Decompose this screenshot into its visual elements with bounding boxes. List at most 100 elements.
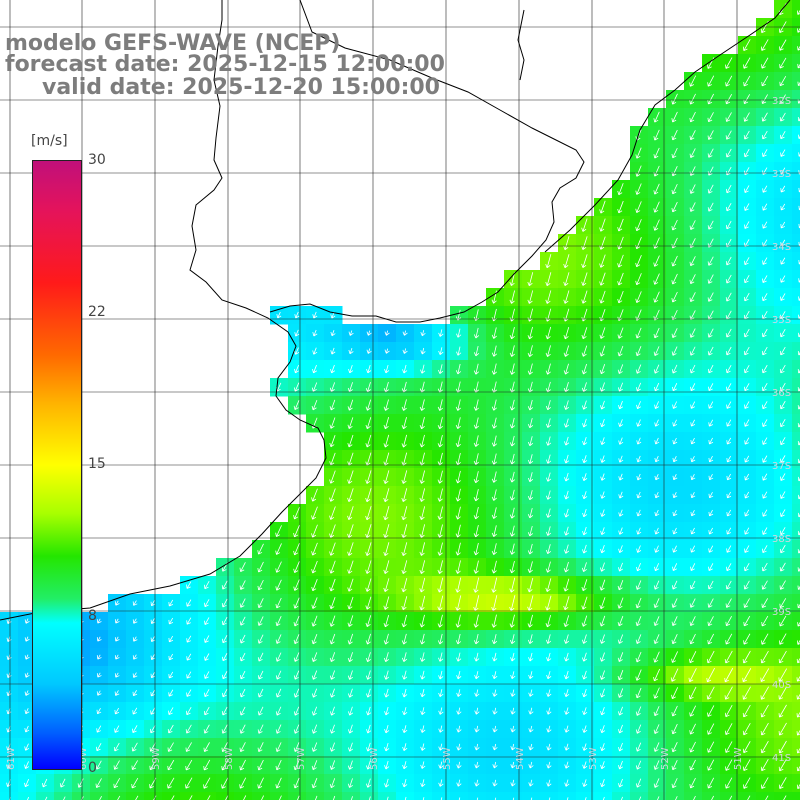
wind-arrow [707,723,715,735]
wind-arrow [545,436,552,446]
wind-arrow [743,364,750,374]
wind-arrow [455,417,461,429]
wind-cell [324,792,343,800]
wind-arrow [114,672,120,678]
wind-arrow [239,688,246,698]
wind-arrow [186,671,192,679]
wind-arrow [689,777,696,789]
wind-arrow [689,184,696,194]
wind-arrow [707,256,714,266]
wind-cell [666,792,685,800]
wind-arrow [329,524,336,538]
wind-arrow [582,707,588,716]
wind-cell [792,486,800,505]
wind-arrow [509,290,515,304]
wind-arrow [671,147,678,159]
wind-arrow [383,542,390,557]
wind-arrow [476,797,479,800]
wind-cell [792,270,800,289]
wind-arrow [671,598,678,608]
wind-arrow [203,742,210,752]
wind-arrow [293,688,300,698]
wind-arrow [724,723,733,736]
wind-arrow [473,417,480,429]
wind-arrow [257,759,264,771]
wind-arrow [419,633,426,645]
wind-arrow [724,650,733,664]
wind-arrow [582,743,588,751]
wind-arrow [743,598,750,608]
wind-arrow [528,707,534,715]
wind-arrow [726,437,732,445]
wind-arrow [797,567,800,572]
wind-arrow [383,596,390,610]
wind-arrow [618,491,624,499]
wind-arrow [761,75,769,87]
wind-arrow [275,597,282,609]
wind-cell [792,252,800,271]
wind-cell [792,288,800,307]
wind-arrow [492,725,498,733]
wind-arrow [693,795,696,800]
wind-arrow [672,455,678,463]
wind-arrow [383,633,389,645]
wind-arrow [456,725,462,733]
wind-arrow [726,491,732,499]
wind-arrow [365,578,372,592]
wind-arrow [168,617,174,625]
wind-arrow [617,364,624,374]
wind-arrow [474,725,480,733]
wind-arrow [725,580,732,590]
wind-arrow [401,506,408,521]
wind-arrow [670,668,679,682]
wind-arrow [743,57,751,69]
wind-arrow [365,560,372,574]
wind-arrow [778,722,787,736]
wind-arrow [401,560,408,575]
wind-arrow [474,671,480,680]
wind-arrow [348,348,354,355]
wind-cell [738,792,757,800]
wind-arrow [545,595,552,611]
wind-arrow [743,328,750,338]
wind-arrow [689,256,696,267]
wind-arrow [221,724,228,734]
wind-arrow [528,725,534,733]
wind-arrow [654,545,660,553]
wind-arrow [599,597,606,610]
wind-arrow [27,796,30,800]
wind-arrow [185,742,192,752]
wind-arrow [365,488,372,503]
wind-cell [432,792,451,800]
wind-arrow [347,615,354,627]
wind-arrow [779,400,786,410]
wind-arrow [689,651,697,664]
wind-cell [144,792,163,800]
wind-arrow [563,254,570,269]
wind-arrow [171,795,175,800]
wind-arrow [383,506,390,521]
wind-arrow [599,345,606,357]
wind-arrow [347,399,354,411]
longitude-label: 52W [660,747,671,770]
wind-arrow [294,364,300,374]
wind-arrow [527,290,534,304]
wind-arrow [455,524,461,538]
wind-cell [360,792,379,800]
wind-arrow [473,435,479,447]
wind-arrow [527,595,534,611]
wind-arrow [545,418,552,428]
wind-arrow [707,346,714,356]
wind-arrow [150,600,156,607]
wind-arrow [420,743,426,751]
wind-arrow [635,327,642,339]
wind-arrow [726,383,732,392]
wind-arrow [780,149,786,157]
wind-arrow [239,706,246,716]
wind-arrow [527,326,533,340]
wind-arrow [742,722,751,736]
wind-arrow [600,527,606,535]
wind-arrow [653,273,660,285]
wind-arrow [581,382,587,392]
wind-cell [486,792,505,800]
